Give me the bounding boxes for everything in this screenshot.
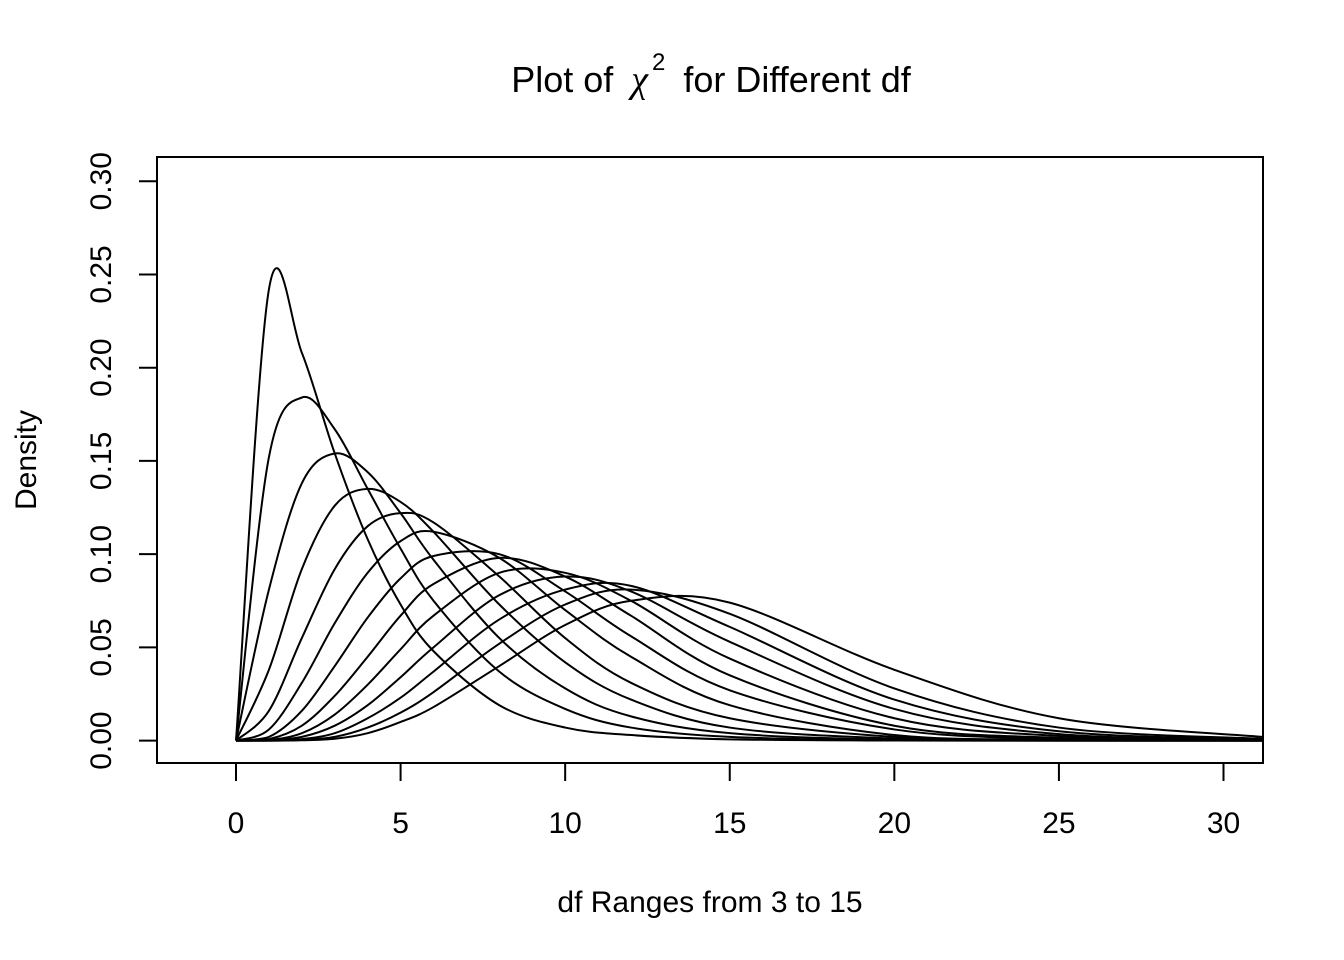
density-curve-df-6 <box>235 487 1264 742</box>
density-curve-df-14 <box>236 588 1264 742</box>
density-curves <box>235 267 1264 742</box>
title-superscript: 2 <box>652 49 665 76</box>
y-tick-label: 0.05 <box>85 618 118 676</box>
y-axis-ticks: 0.00 0.05 0.10 0.15 0.20 0.25 0.30 <box>85 152 157 770</box>
x-tick-label: 0 <box>228 807 245 840</box>
y-tick-label: 0.30 <box>85 152 118 210</box>
density-curve-df-3 <box>235 267 1263 742</box>
density-curve-df-12 <box>235 575 1264 742</box>
y-tick-label: 0.00 <box>85 711 118 769</box>
y-tick-label: 0.10 <box>85 525 118 583</box>
x-tick-label: 5 <box>392 807 409 840</box>
y-axis-label: Density <box>10 410 43 510</box>
x-tick-label: 30 <box>1207 807 1240 840</box>
density-curve-df-10 <box>235 556 1264 742</box>
density-curve-df-15 <box>236 594 1264 742</box>
density-curve-df-11 <box>235 567 1264 742</box>
density-curve-df-9 <box>235 550 1264 742</box>
x-tick-label: 25 <box>1042 807 1075 840</box>
y-tick-label: 0.25 <box>85 245 118 303</box>
y-tick-label: 0.15 <box>85 432 118 490</box>
x-tick-label: 10 <box>548 807 581 840</box>
y-tick-label: 0.20 <box>85 339 118 397</box>
density-curve-df-4 <box>235 395 1263 742</box>
title-prefix: Plot of <box>511 59 614 100</box>
title-chi-symbol: χ <box>627 59 649 101</box>
plot-frame <box>156 156 1264 764</box>
x-axis-ticks: 0 5 10 15 20 25 30 <box>228 763 1240 840</box>
x-tick-label: 15 <box>713 807 746 840</box>
chart-title: Plot of χ 2 for Different df <box>511 49 912 101</box>
density-curve-df-8 <box>235 530 1264 742</box>
title-suffix: for Different df <box>683 59 911 100</box>
x-tick-label: 20 <box>878 807 911 840</box>
x-axis-label: df Ranges from 3 to 15 <box>557 886 862 919</box>
density-curve-df-13 <box>236 581 1264 742</box>
